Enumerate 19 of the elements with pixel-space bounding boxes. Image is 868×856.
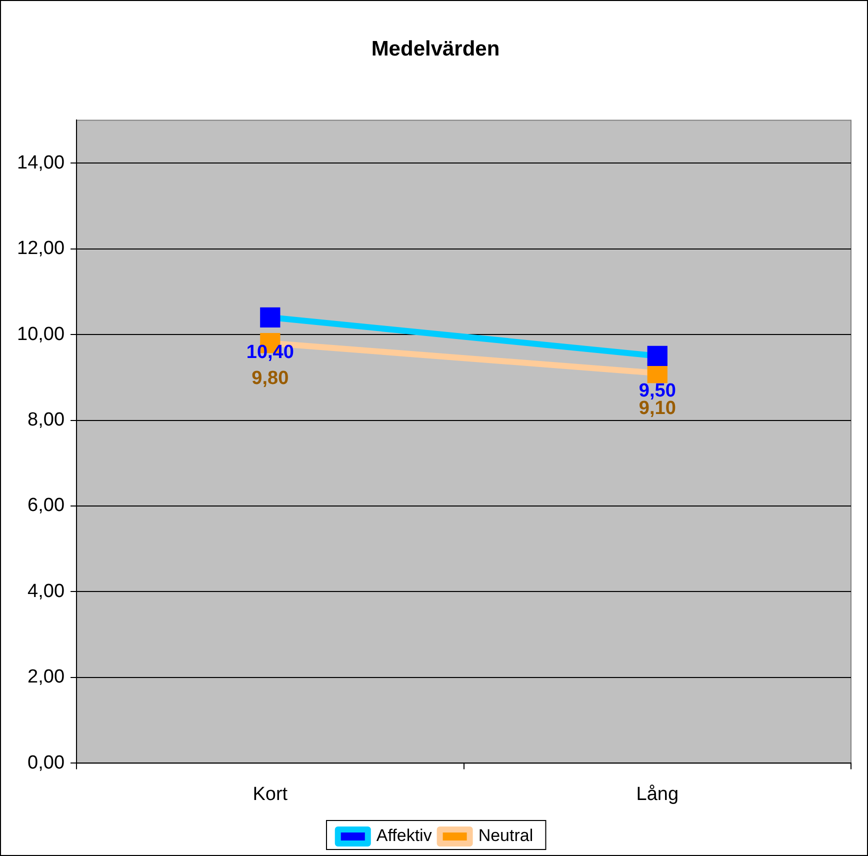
y-tick-label: 6,00 bbox=[28, 495, 65, 516]
y-tick-label: 12,00 bbox=[17, 238, 65, 260]
point bbox=[647, 363, 668, 384]
y-tick-label: 10,00 bbox=[17, 324, 65, 345]
legend-label: Neutral bbox=[478, 826, 534, 846]
y-tick-label: 8,00 bbox=[28, 410, 65, 430]
y-tick-label: 14,00 bbox=[17, 152, 65, 174]
point bbox=[260, 307, 280, 328]
data-label: 10,40 bbox=[246, 342, 294, 364]
chart-title: Medelvärden bbox=[371, 37, 500, 60]
x-tick-label: Kort bbox=[252, 784, 288, 805]
x-tick-label: Lång bbox=[636, 784, 679, 805]
y-tick-label: 4,00 bbox=[28, 580, 65, 602]
y-tick-label: 2,00 bbox=[28, 666, 65, 688]
point bbox=[647, 346, 668, 366]
data-label: 9,80 bbox=[252, 368, 289, 389]
data-label: 9,50 bbox=[638, 380, 676, 402]
legend-label: Affektiv bbox=[376, 826, 432, 846]
y-tick-label: 0,00 bbox=[28, 752, 65, 774]
